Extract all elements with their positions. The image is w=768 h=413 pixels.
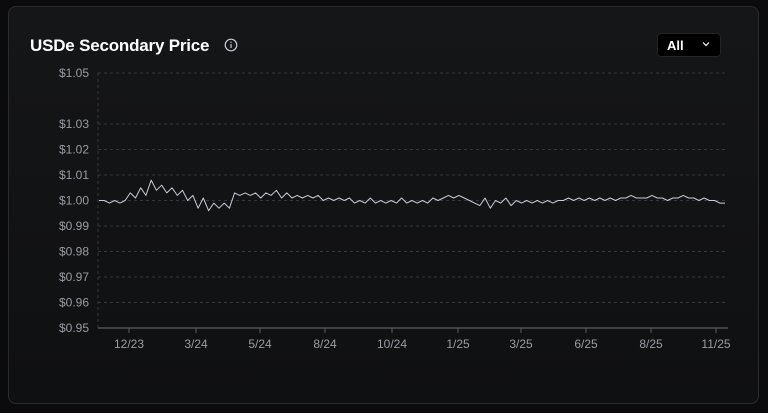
y-tick-label: $0.99 [59,219,89,233]
y-tick-label: $1.00 [59,194,89,208]
x-tick-label: 5/24 [248,337,272,351]
y-tick-label: $1.01 [59,168,89,182]
time-range-value: All [667,38,684,53]
time-range-select[interactable]: All [657,33,721,57]
y-tick-label: $0.98 [59,245,89,259]
price-series-line [99,179,725,212]
y-tick-label: $0.97 [59,270,89,284]
y-tick-label: $0.95 [59,321,89,335]
x-tick-label: 10/24 [377,337,407,351]
chart-card [8,6,759,404]
x-tick-label: 12/23 [114,337,144,351]
y-tick-label: $1.05 [59,66,89,80]
info-circle-icon[interactable] [224,38,238,52]
x-tick-label: 8/25 [639,337,663,351]
y-tick-label: $1.02 [59,143,89,157]
x-tick-label: 8/24 [313,337,337,351]
x-tick-label: 11/25 [701,337,730,351]
chevron-down-icon [702,42,710,47]
chart-title: USDe Secondary Price [30,36,210,55]
x-tick-label: 3/24 [184,337,208,351]
x-tick-label: 6/25 [574,337,598,351]
x-tick-label: 3/25 [509,337,533,351]
x-tick-label: 1/25 [446,337,470,351]
y-tick-label: $1.03 [59,117,89,131]
y-tick-label: $0.96 [59,296,89,310]
